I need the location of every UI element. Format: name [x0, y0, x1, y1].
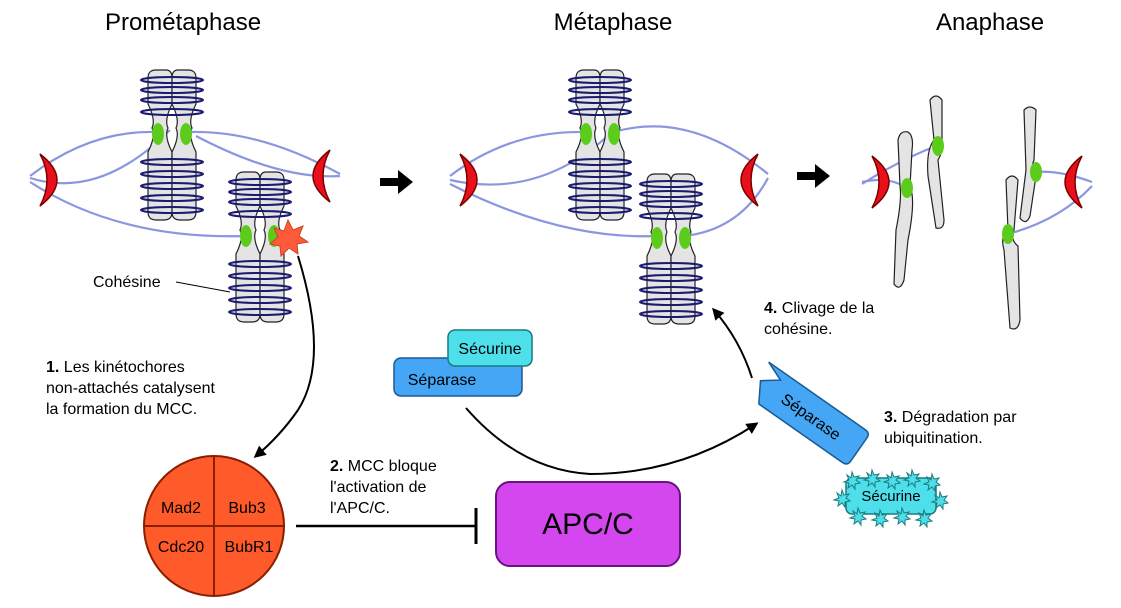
title-prometaphase: Prométaphase	[105, 9, 261, 36]
step1-text: 1. Les kinétochores	[46, 359, 185, 376]
step3-number: 3.	[884, 409, 897, 426]
degraded-securine-label: Sécurine	[861, 488, 920, 505]
step1-line3: la formation du MCC.	[46, 401, 197, 418]
securine-box	[447, 329, 533, 367]
ubiquitin-stars	[832, 468, 950, 529]
title-anaphase: Anaphase	[936, 9, 1044, 36]
label-cohesine: Cohésine	[93, 274, 161, 291]
step4-number: 4.	[764, 300, 777, 317]
title-metaphase: Métaphase	[554, 9, 673, 36]
anaphase-spindle-fibers	[861, 144, 1093, 236]
metaphase-panel	[449, 69, 769, 325]
anaphase-pole-right	[1064, 155, 1083, 209]
prometaphase-panel: Cohésine	[29, 69, 341, 323]
securine-label: Sécurine	[458, 341, 521, 358]
phase-arrow-1	[380, 170, 413, 194]
step3-line2: ubiquitination.	[884, 430, 983, 447]
apc-label: APC/C	[542, 508, 634, 541]
anaphase-panel	[861, 95, 1093, 330]
metaphase-pole-left	[459, 153, 478, 207]
degraded-securine: Sécurine	[832, 468, 950, 529]
mcc-bubr1: BubR1	[225, 539, 274, 556]
step3-text: 3. Dégradation par	[884, 409, 1017, 426]
step2-text: 2. MCC bloque	[330, 458, 437, 475]
mcc-cdc20: Cdc20	[158, 539, 204, 556]
step4-line2: cohésine.	[764, 321, 833, 338]
separase-securine-complex: Sécurine Séparase	[393, 329, 533, 397]
arrow-cohesin-cleavage	[712, 307, 753, 379]
separase-label: Séparase	[408, 372, 477, 389]
metaphase-chromosome-1	[568, 69, 632, 221]
step2-number: 2.	[330, 458, 343, 475]
mcc-bub3: Bub3	[228, 500, 265, 517]
step2-line1: MCC bloque	[343, 458, 436, 475]
arrow-separase-activation	[465, 407, 759, 476]
chromosome-attached	[140, 69, 204, 221]
step1-number: 1.	[46, 359, 59, 376]
step4-text: 4. Clivage de la	[764, 300, 874, 317]
mcc-mad2: Mad2	[161, 500, 201, 517]
step4-line1: Clivage de la	[777, 300, 874, 317]
anaphase-pole-left	[871, 155, 890, 209]
phase-arrow-2	[797, 164, 830, 188]
anaphase-kinetochores	[901, 136, 1042, 244]
metaphase-chromosome-2	[639, 173, 703, 325]
active-separase: Séparase	[758, 361, 869, 465]
separated-chromatids	[893, 95, 1037, 330]
apc-box	[495, 481, 681, 567]
step3-line1: Dégradation par	[897, 409, 1017, 426]
step2-line3: l'APC/C.	[330, 500, 390, 517]
step2-line2: l'activation de	[330, 479, 427, 496]
cohesine-leader-line	[175, 281, 231, 293]
step1-line1: Les kinétochores	[59, 359, 184, 376]
unattached-kinetochore-star	[268, 218, 310, 258]
mcc-complex: Mad2 Bub3 Cdc20 BubR1	[143, 455, 285, 597]
spindle-pole-left	[39, 153, 58, 207]
step1-line2: non-attachés catalysent	[46, 380, 216, 397]
arrow-kinetochore-to-mcc	[253, 255, 315, 458]
